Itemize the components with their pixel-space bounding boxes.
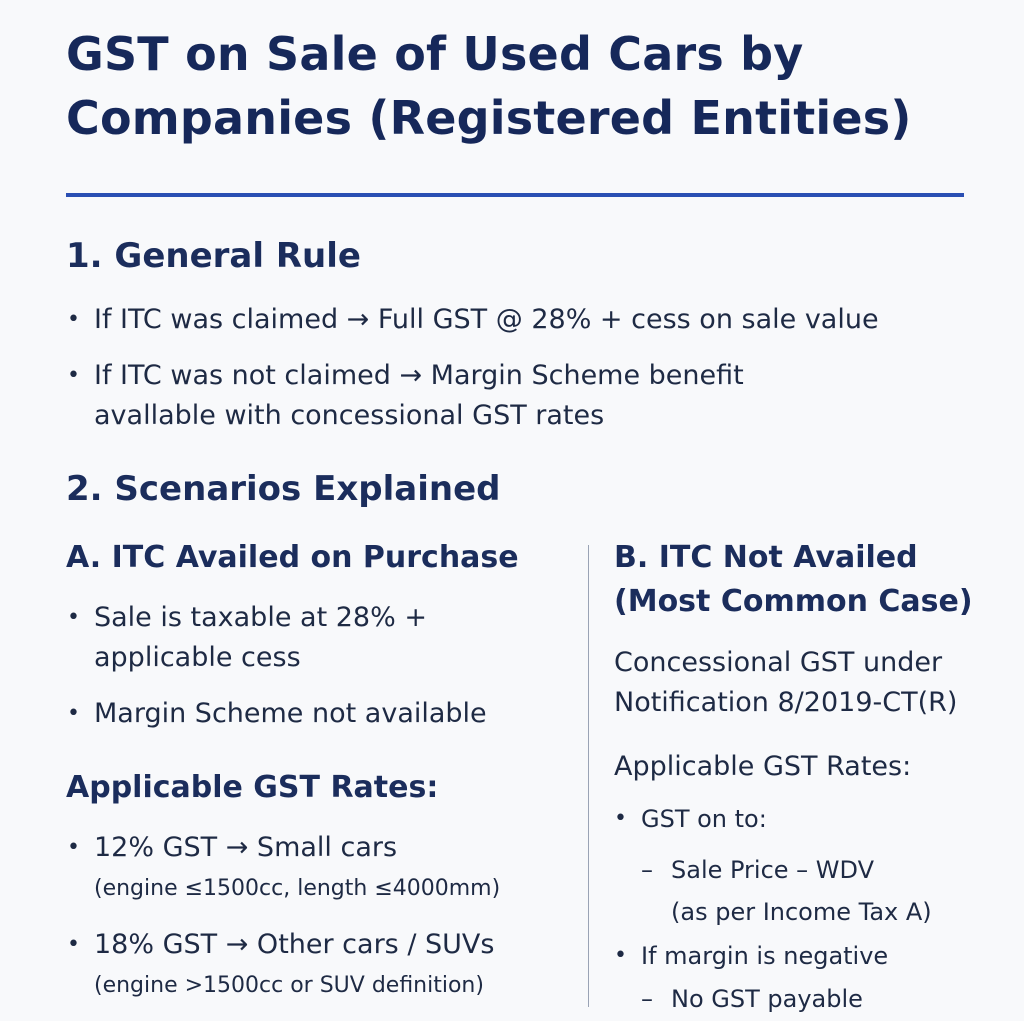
col-a-bullet-taxable-line-2: applicable cess bbox=[94, 642, 301, 673]
col-a-rate-other-cars: 18% GST → Other cars / SUVs bbox=[67, 925, 584, 965]
general-rule-bullet-itc-not-claimed-line-1: If ITC was not claimed → Margin Scheme b… bbox=[94, 360, 744, 391]
col-b-heading: B. ITC Not Availed (Most Common Case) bbox=[614, 536, 1014, 624]
col-b-description: Concessional GST under Notification 8/20… bbox=[614, 643, 1014, 723]
page-title-line-2: Companies (Registered Entities) bbox=[66, 91, 912, 145]
general-rule-bullet-itc-claimed: If ITC was claimed → Full GST @ 28% + ce… bbox=[67, 300, 994, 340]
col-a-rate-small-cars-note: (engine ≤1500cc, length ≤4000mm) bbox=[94, 876, 501, 901]
col-b-sub-no-gst-text: No GST payable bbox=[671, 985, 863, 1013]
col-b-sub-sale-price: – Sale Price – WDV (as per Income Tax A) bbox=[641, 849, 1011, 933]
col-b-sub-no-gst-dash: – bbox=[641, 985, 653, 1013]
col-b-sub-sale-price-line-1: Sale Price – WDV bbox=[671, 856, 875, 884]
general-rule-bullet-itc-not-claimed-line-2: avallable with concessional GST rates bbox=[94, 400, 605, 431]
col-a-rates-heading: Applicable GST Rates: bbox=[66, 770, 439, 805]
page-title: GST on Sale of Used Cars by Companies (R… bbox=[66, 22, 986, 150]
col-a-bullet-taxable-line-1: Sale is taxable at 28% + bbox=[94, 602, 427, 633]
col-a-rate-small-cars-text: 12% GST → Small cars bbox=[94, 832, 398, 863]
col-b-bullet-gst-on-text: GST on to: bbox=[641, 805, 767, 833]
col-b-heading-line-2: (Most Common Case) bbox=[614, 584, 973, 619]
general-rule-bullet-itc-claimed-text: If ITC was claimed → Full GST @ 28% + ce… bbox=[94, 304, 879, 335]
col-b-sub-sale-price-dash: – bbox=[641, 856, 653, 884]
col-b-heading-line-1: B. ITC Not Availed bbox=[614, 540, 918, 575]
col-a-bullet-margin-scheme-text: Margin Scheme not available bbox=[94, 698, 487, 729]
col-b-sub-no-gst: – No GST payable bbox=[641, 983, 1011, 1015]
col-a-heading: A. ITC Availed on Purchase bbox=[66, 540, 519, 575]
col-a-bullet-taxable: Sale is taxable at 28% + applicable cess bbox=[67, 598, 564, 678]
col-b-description-line-2: Notification 8/2019-CT(R) bbox=[614, 687, 958, 718]
column-divider bbox=[588, 545, 589, 1007]
section-scenarios-heading: 2. Scenarios Explained bbox=[66, 469, 501, 509]
col-b-rates-heading: Applicable GST Rates: bbox=[614, 751, 912, 782]
col-b-bullet-margin-negative: If margin is negative bbox=[614, 940, 1011, 972]
col-b-bullet-gst-on: GST on to: bbox=[614, 803, 1011, 835]
col-b-sub-sale-price-line-2: (as per Income Tax A) bbox=[671, 898, 932, 926]
general-rule-bullet-itc-not-claimed: If ITC was not claimed → Margin Scheme b… bbox=[67, 356, 994, 436]
col-a-rate-other-cars-text: 18% GST → Other cars / SUVs bbox=[94, 929, 495, 960]
col-a-rate-small-cars: 12% GST → Small cars bbox=[67, 828, 584, 868]
col-b-bullet-margin-negative-text: If margin is negative bbox=[641, 942, 889, 970]
section-general-rule-heading: 1. General Rule bbox=[66, 236, 361, 276]
col-a-bullet-margin-scheme: Margin Scheme not available bbox=[67, 694, 564, 734]
col-b-description-line-1: Concessional GST under bbox=[614, 647, 943, 678]
title-underline bbox=[66, 193, 964, 197]
page-title-line-1: GST on Sale of Used Cars by bbox=[66, 27, 804, 81]
col-a-rate-other-cars-note: (engine >1500cc or SUV definition) bbox=[94, 973, 484, 998]
